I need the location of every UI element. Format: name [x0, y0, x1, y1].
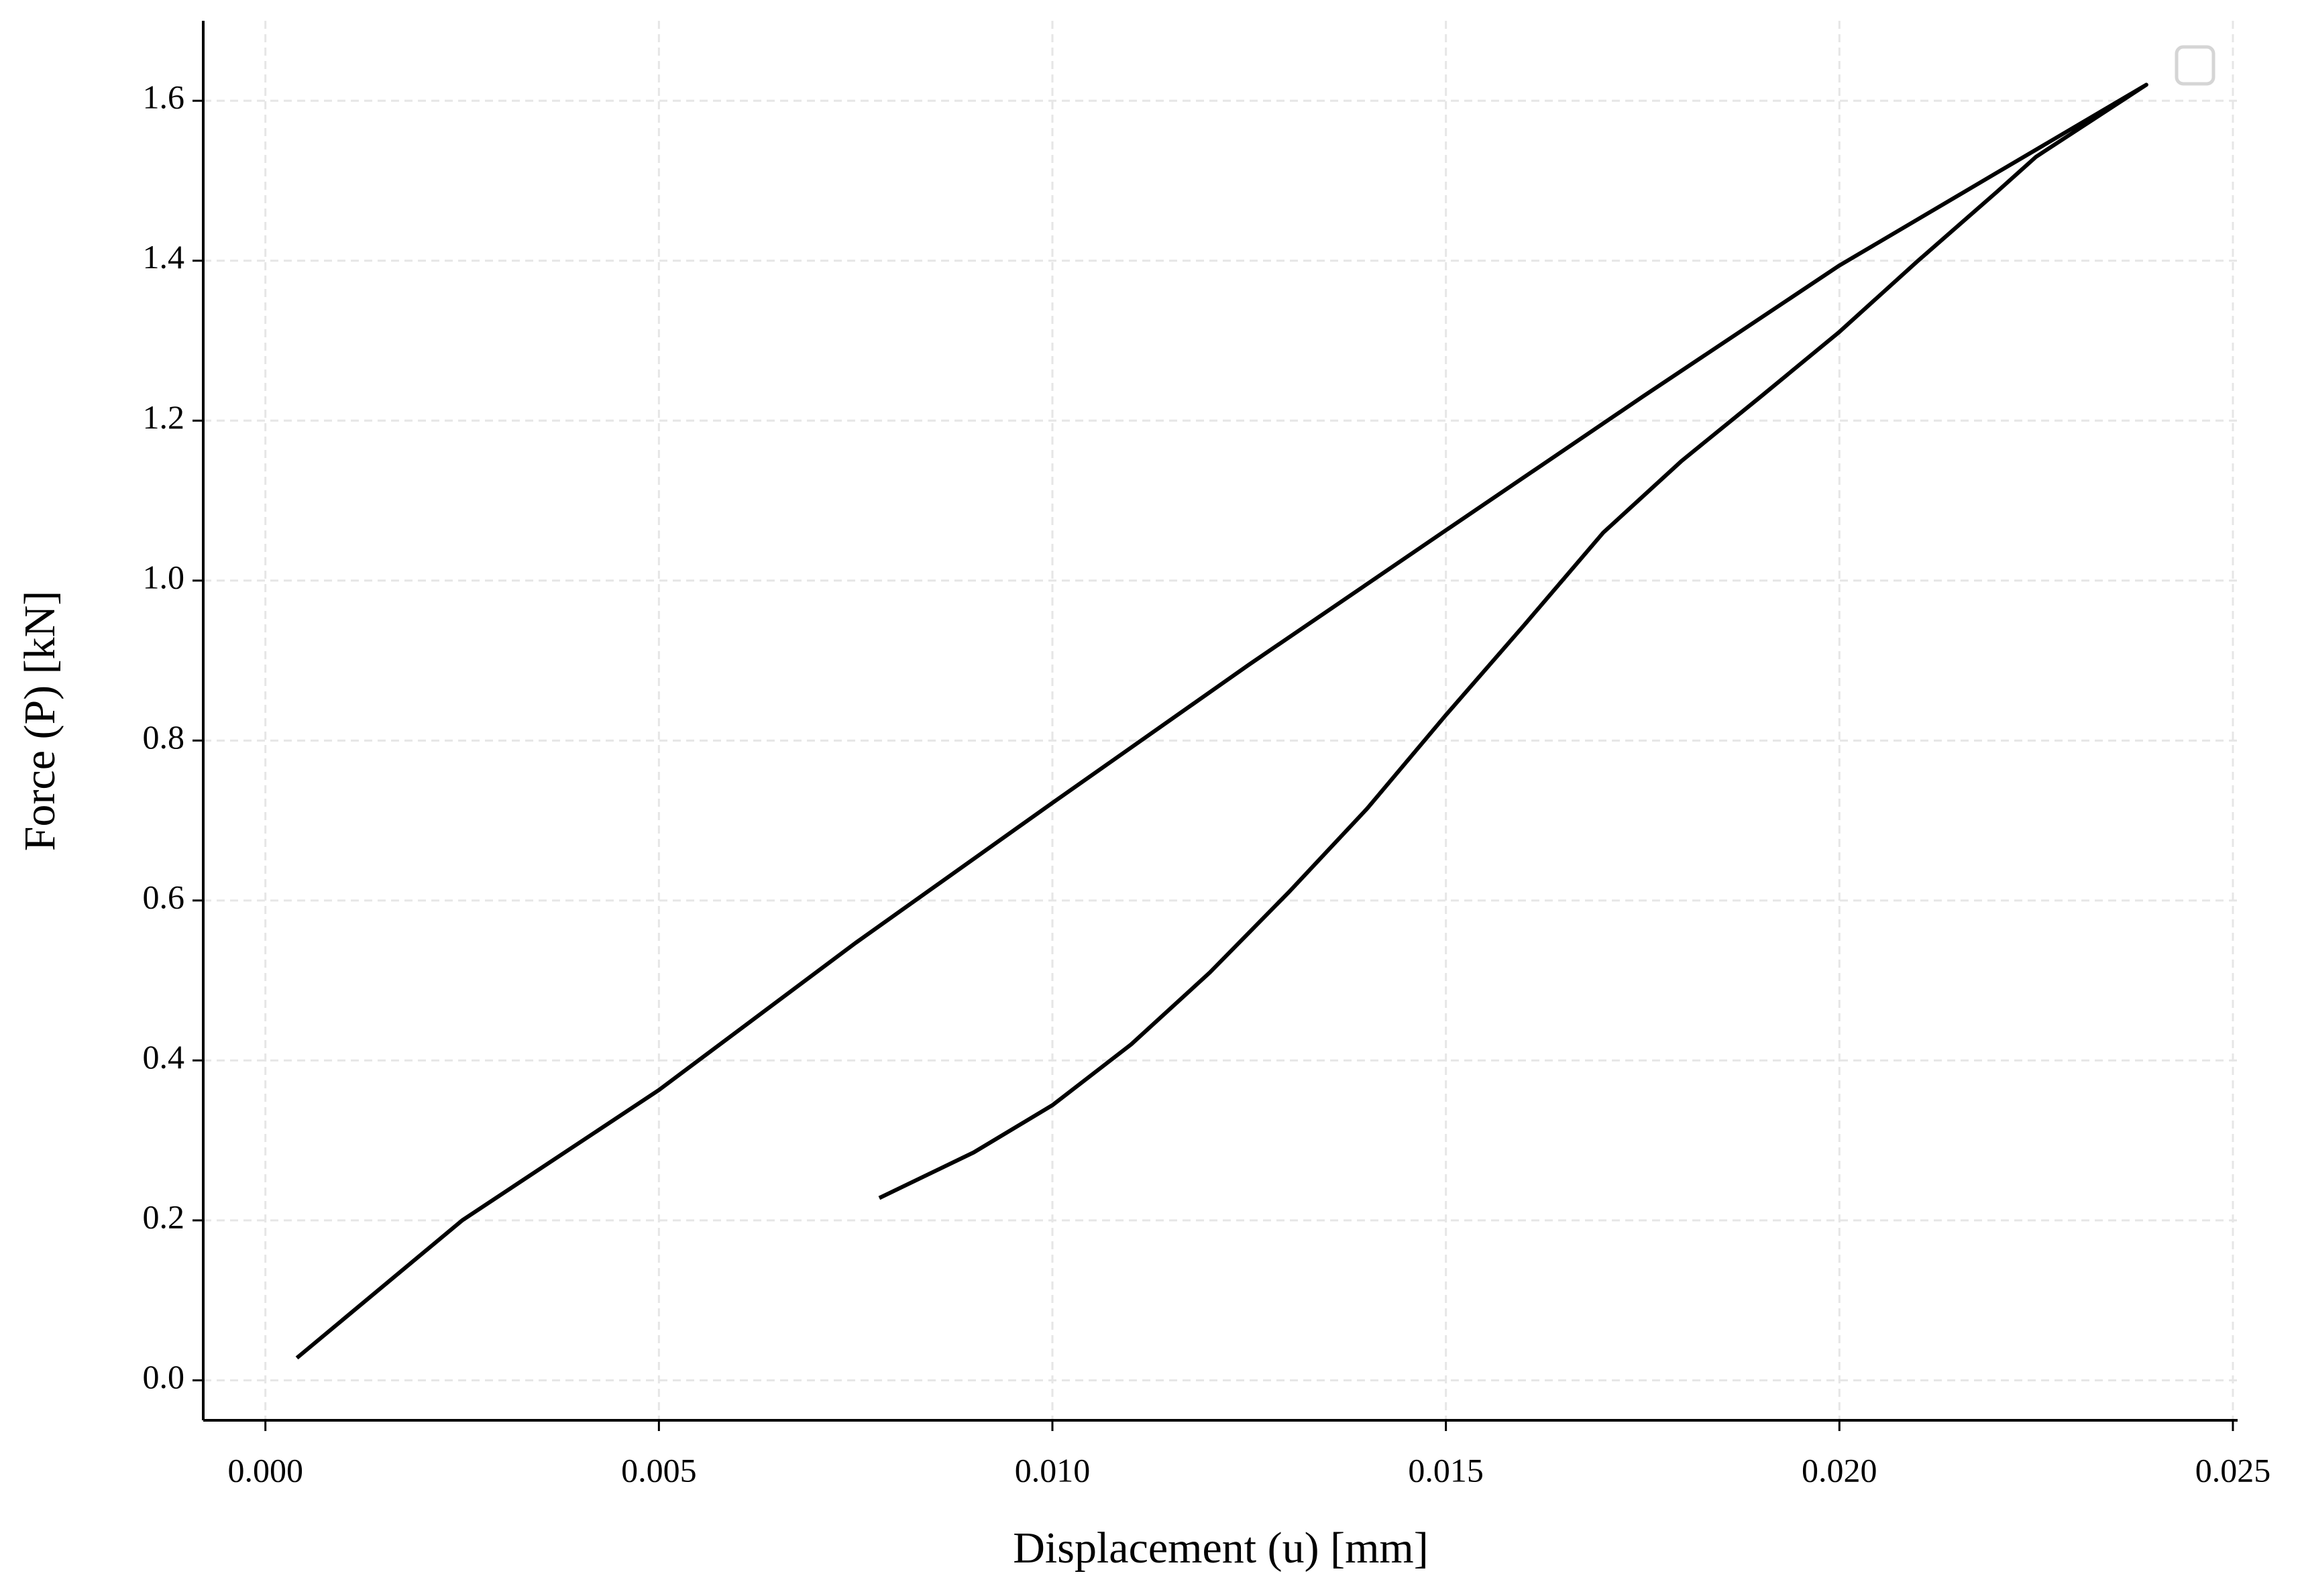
x-tick-label: 0.005	[621, 1451, 697, 1489]
y-tick-label: 0.2	[143, 1198, 185, 1235]
y-tick-label: 1.2	[143, 398, 185, 436]
x-tick-label: 0.000	[227, 1451, 303, 1489]
y-tick-label: 1.4	[143, 238, 185, 276]
y-tick-label: 0.4	[143, 1038, 185, 1076]
legend-box	[2175, 45, 2215, 86]
y-axis-label: Force (P) [kN]	[15, 591, 64, 852]
y-tick-label: 0.6	[143, 878, 185, 915]
x-tick-label: 0.020	[1802, 1451, 1877, 1489]
x-tick-label: 0.015	[1408, 1451, 1484, 1489]
y-tick-label: 0.0	[143, 1358, 185, 1395]
data-line	[295, 82, 2148, 1360]
x-axis-label: Displacement (u) [mm]	[1013, 1524, 1428, 1573]
y-tick-label: 1.0	[143, 558, 185, 595]
y-tick-label: 0.8	[143, 718, 185, 756]
y-tick-label: 1.6	[143, 78, 185, 116]
x-tick-label: 0.025	[2195, 1451, 2271, 1489]
x-tick-label: 0.010	[1015, 1451, 1091, 1489]
